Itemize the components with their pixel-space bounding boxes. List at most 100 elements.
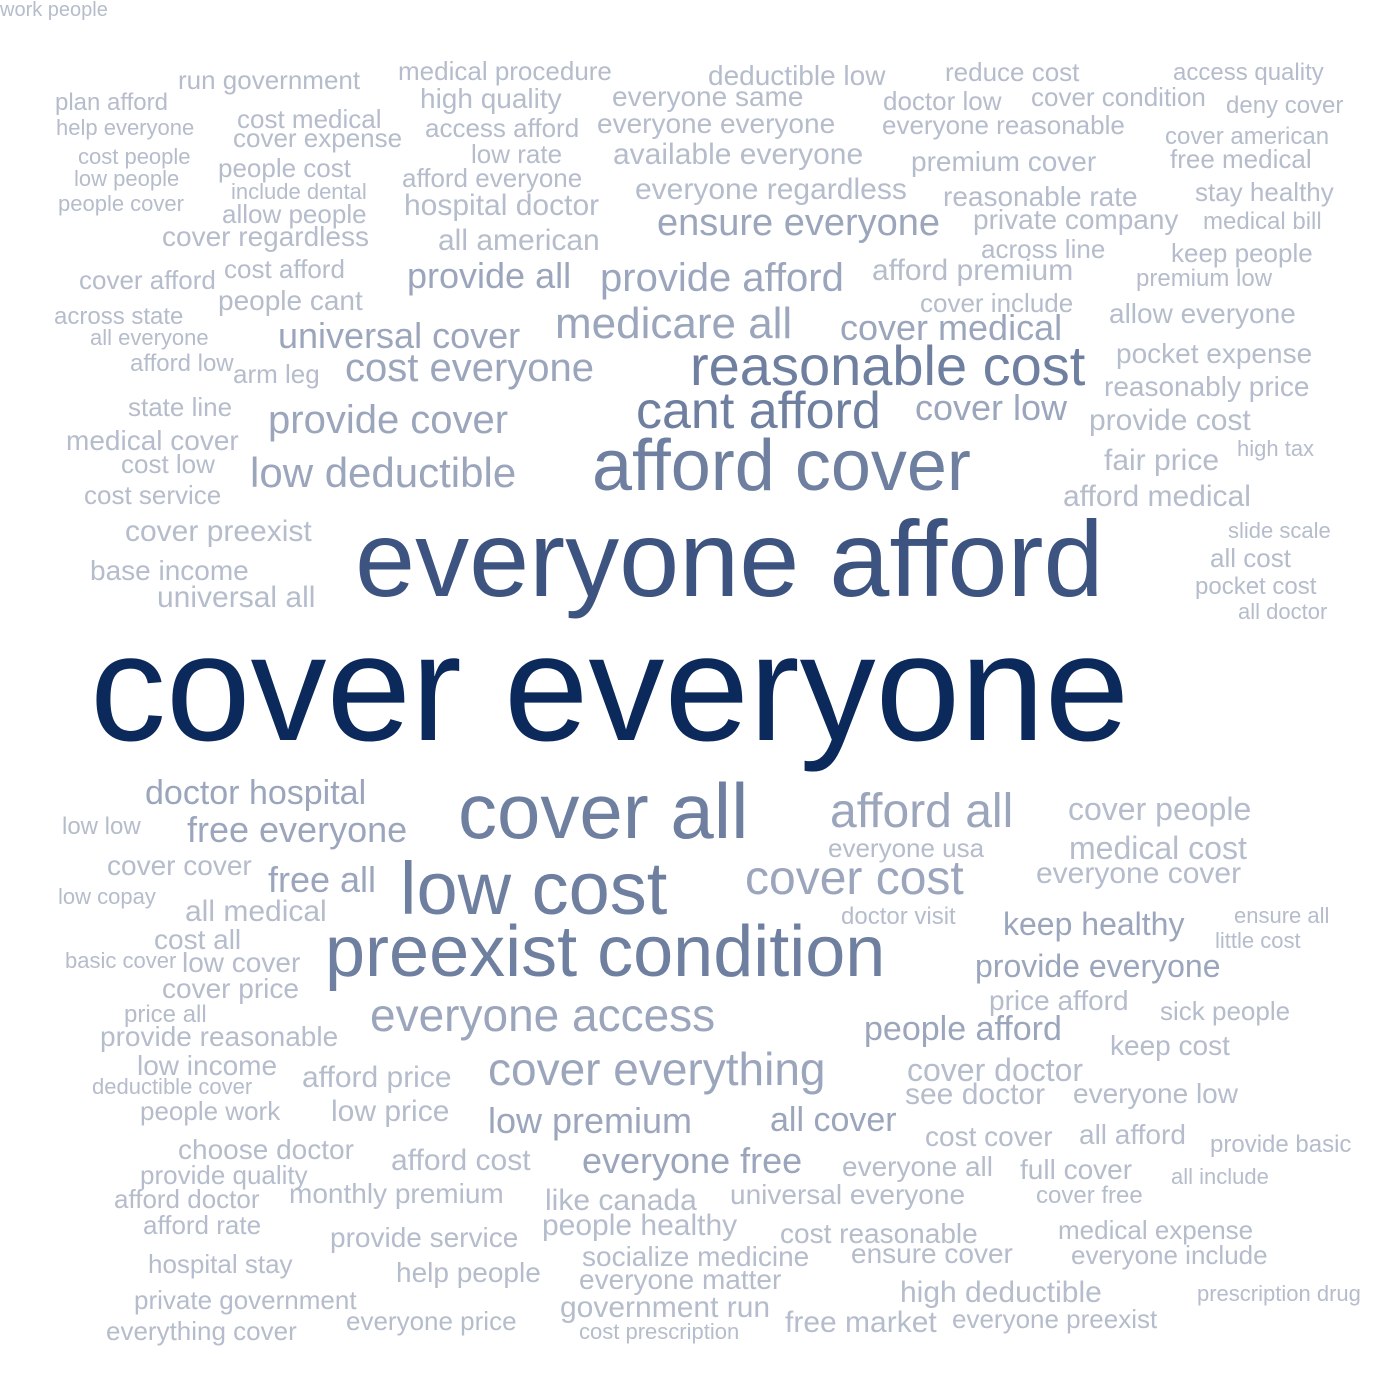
cloud-word: cost service <box>84 480 222 510</box>
cloud-word: everyone all <box>842 1151 993 1182</box>
cloud-word: everyone everyone <box>597 108 836 139</box>
cloud-word: all cost <box>1210 543 1291 573</box>
cloud-word: provide everyone <box>975 948 1221 984</box>
cloud-word: cover people <box>1068 791 1252 827</box>
cloud-word: free medical <box>1170 144 1312 174</box>
cloud-word: help people <box>396 1257 541 1288</box>
cloud-word: medical expense <box>1058 1215 1254 1245</box>
cloud-word: everyone preexist <box>952 1304 1158 1334</box>
cloud-word: medicare all <box>555 299 793 348</box>
cloud-word: everyone usa <box>828 833 985 863</box>
cloud-word: ensure everyone <box>657 202 941 244</box>
cloud-word: socialize medicine <box>582 1241 810 1272</box>
cloud-word: cover cover <box>107 850 252 881</box>
cloud-word: cover all <box>458 767 749 855</box>
cloud-word: provide reasonable <box>100 1021 339 1052</box>
cloud-word: reasonable cost <box>690 334 1086 397</box>
cloud-word: people afford <box>864 1010 1062 1048</box>
cloud-word: see doctor <box>905 1078 1046 1111</box>
cloud-word: price afford <box>989 985 1129 1016</box>
cloud-word: low income <box>137 1050 278 1081</box>
cloud-word: everyone cover <box>1036 857 1242 890</box>
cloud-word: reasonably price <box>1104 371 1310 402</box>
cloud-word: high quality <box>420 83 562 114</box>
cloud-word: cover cost <box>745 852 964 905</box>
cloud-word: cost cover <box>925 1121 1053 1152</box>
cloud-word: afford cover <box>592 426 971 506</box>
cloud-word: cover preexist <box>125 515 312 548</box>
cloud-word: cover include <box>920 288 1074 318</box>
cloud-word: hospital stay <box>148 1249 293 1279</box>
cloud-word: slide scale <box>1228 518 1331 543</box>
cloud-word: across state <box>54 303 184 330</box>
cloud-word: across line <box>981 234 1106 264</box>
cloud-word: universal cover <box>278 315 521 356</box>
cloud-word: high tax <box>1237 436 1315 461</box>
cloud-word: free all <box>268 859 377 900</box>
cloud-word: cover price <box>162 973 299 1004</box>
cloud-word: ensure all <box>1234 903 1330 928</box>
cloud-word: monthly premium <box>289 1178 504 1209</box>
cloud-word: all doctor <box>1238 599 1328 624</box>
cloud-word: doctor hospital <box>145 774 367 812</box>
cloud-word: cost reasonable <box>780 1218 978 1249</box>
cloud-word: stay healthy <box>1195 177 1334 207</box>
cloud-word: sick people <box>1160 996 1291 1026</box>
cloud-word: low price <box>331 1095 450 1128</box>
cloud-word: private company <box>973 204 1179 235</box>
cloud-word: cost medical <box>237 104 382 134</box>
cloud-word: preexist condition <box>325 912 886 992</box>
cloud-word: deductible cover <box>92 1074 253 1099</box>
cloud-word: afford cost <box>391 1144 531 1177</box>
cloud-word: cover low <box>915 387 1068 428</box>
cloud-word: hospital doctor <box>404 189 600 222</box>
cloud-word: cover doctor <box>907 1052 1084 1088</box>
cloud-word: access quality <box>1173 59 1324 86</box>
cloud-word: cover regardless <box>162 221 369 252</box>
cloud-word: cover condition <box>1031 82 1206 112</box>
cloud-word: everything cover <box>106 1316 297 1346</box>
cloud-word: people cover <box>58 191 184 216</box>
cloud-word: provide basic <box>1210 1131 1352 1158</box>
cloud-word: cost all <box>154 924 242 955</box>
cloud-word: everyone include <box>1071 1240 1268 1270</box>
cloud-word: high deductible <box>900 1276 1102 1309</box>
cloud-word: afford everyone <box>402 163 583 193</box>
cloud-word: provide cost <box>1089 404 1251 437</box>
cloud-word: help everyone <box>56 115 195 140</box>
cloud-word: provide all <box>407 255 572 296</box>
cloud-word: everyone same <box>612 81 804 112</box>
cloud-word: choose doctor <box>178 1134 354 1165</box>
cloud-word: everyone price <box>346 1306 517 1336</box>
cloud-word: price all <box>124 1001 207 1028</box>
cloud-word: everyone regardless <box>635 173 907 206</box>
cloud-word: low rate <box>471 139 563 169</box>
cloud-word: include dental <box>231 179 367 204</box>
cloud-word: keep healthy <box>1003 906 1185 942</box>
cloud-word: provide afford <box>600 256 844 300</box>
cloud-word: medical cost <box>1069 830 1247 866</box>
cloud-word: afford price <box>302 1061 452 1094</box>
cloud-word: government run <box>560 1291 771 1324</box>
cloud-word: everyone matter <box>579 1264 782 1295</box>
cloud-word: cost people <box>78 144 191 169</box>
cloud-word: deny cover <box>1226 92 1344 119</box>
cloud-word: universal all <box>157 581 316 614</box>
cloud-word: plan afford <box>55 89 168 116</box>
cloud-word: state line <box>128 392 233 422</box>
cloud-word: free everyone <box>187 809 408 850</box>
cloud-word: cover everyone <box>90 603 1130 773</box>
cloud-word: afford all <box>830 785 1014 838</box>
cloud-word: low deductible <box>250 449 517 496</box>
cloud-word: cover american <box>1165 123 1330 150</box>
cloud-word: low low <box>62 813 141 840</box>
cloud-word: medical bill <box>1203 208 1322 235</box>
cloud-word: pocket cost <box>1195 573 1317 600</box>
cloud-word: afford medical <box>1063 480 1251 513</box>
cloud-word: afford premium <box>872 254 1074 287</box>
cloud-word: private government <box>134 1285 357 1315</box>
cloud-word: everyone reasonable <box>882 110 1125 140</box>
cloud-word: afford rate <box>143 1210 262 1240</box>
cloud-word: medical cover <box>66 425 239 456</box>
